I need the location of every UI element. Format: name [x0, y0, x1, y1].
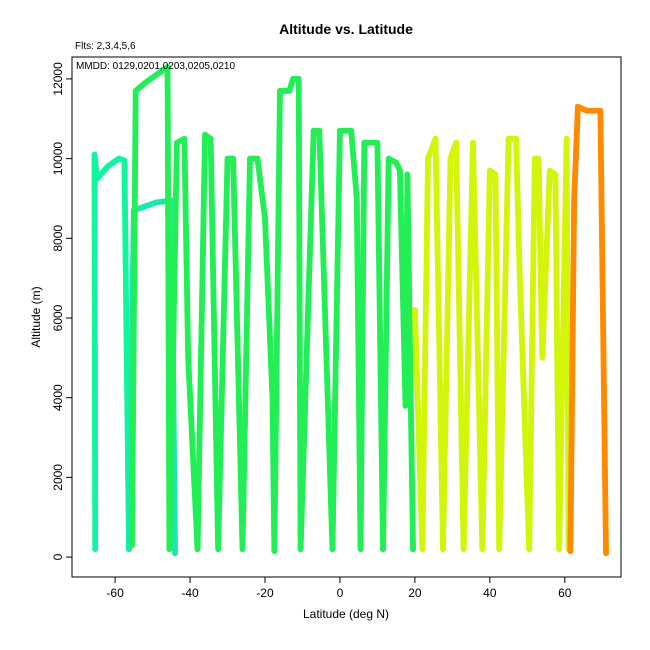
data-point — [410, 546, 417, 553]
data-point — [172, 550, 179, 557]
series-3 — [411, 135, 572, 553]
chart-title: Altitude vs. Latitude — [279, 21, 413, 37]
plot-area — [91, 64, 610, 557]
series-0 — [91, 151, 132, 553]
series-2 — [129, 64, 417, 555]
chart-subtitle: Flts: 2,3,4,5,6 — [75, 41, 136, 52]
